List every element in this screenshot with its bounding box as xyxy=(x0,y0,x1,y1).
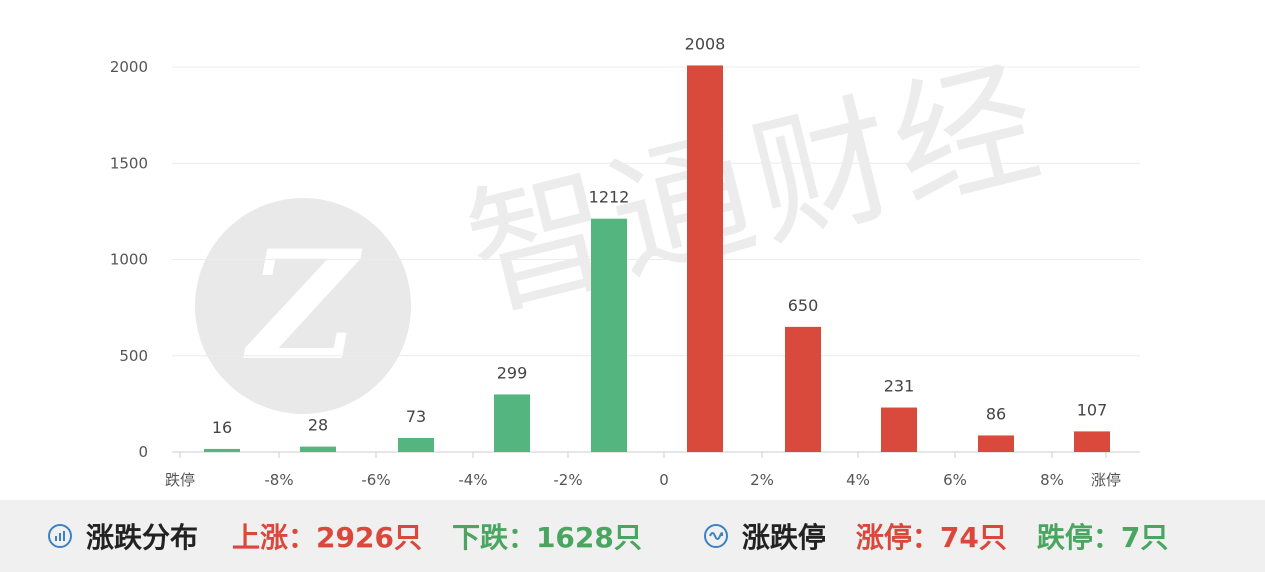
bar xyxy=(494,394,530,452)
bar xyxy=(204,448,240,452)
bar-value-label: 231 xyxy=(884,377,915,396)
bar xyxy=(300,446,336,452)
limit-down-count: 跌停：7只 xyxy=(1036,521,1169,554)
down-count: 下跌：1628只 xyxy=(451,521,642,554)
bar-value-label: 107 xyxy=(1077,400,1108,419)
x-tick-label: -2% xyxy=(553,471,582,489)
bar-value-label: 16 xyxy=(212,418,232,437)
x-tick-label: 6% xyxy=(943,471,967,489)
x-tick-label: -8% xyxy=(264,471,293,489)
y-tick-label: 1000 xyxy=(110,251,148,269)
bar xyxy=(398,437,434,452)
x-tick-label: -6% xyxy=(361,471,390,489)
bar-value-label: 1212 xyxy=(589,188,630,207)
footer-summary: 涨跌分布 上涨：2926只 下跌：1628只 涨跌停 涨停：74只 跌停：7只 xyxy=(0,500,1265,572)
y-tick-label: 1500 xyxy=(110,154,148,172)
bar-value-label: 299 xyxy=(497,363,528,382)
y-tick-label: 2000 xyxy=(110,58,148,76)
bar-chart-icon xyxy=(48,524,72,548)
y-tick-label: 500 xyxy=(119,347,148,365)
bar xyxy=(687,65,723,453)
bar-chart: 0 500 1000 1500 2000 跌停 -8% -6% -4% -2% 0 2% 4% 6% 8% 涨… xyxy=(110,34,1140,489)
limit-title: 涨跌停 xyxy=(741,521,826,554)
x-tick-label: -4% xyxy=(458,471,487,489)
bar-value-label: 28 xyxy=(308,416,328,435)
y-tick-label: 0 xyxy=(138,443,148,461)
bar-value-label: 2008 xyxy=(685,34,726,53)
chart-area: Z 智通财经 0 500 1000 1500 2000 跌停 -8% -6% -4% -2% 0 2%… xyxy=(110,34,1140,489)
x-tick-label: 4% xyxy=(846,471,870,489)
limit-wave-icon xyxy=(703,524,728,548)
distribution-group: 涨跌分布 上涨：2926只 下跌：1628只 xyxy=(48,516,642,556)
x-tick-label: 跌停 xyxy=(165,471,195,489)
bar xyxy=(785,326,821,452)
bar xyxy=(881,407,917,452)
x-tick-label: 8% xyxy=(1040,471,1064,489)
bar-value-label: 86 xyxy=(986,404,1006,423)
limit-group: 涨跌停 涨停：74只 跌停：7只 xyxy=(703,516,1169,556)
bar-value-label: 73 xyxy=(406,407,426,426)
bar xyxy=(1074,431,1110,452)
x-tick-label: 2% xyxy=(750,471,774,489)
x-tick-label: 0 xyxy=(659,471,669,489)
up-count: 上涨：2926只 xyxy=(232,521,422,554)
bar-value-label: 650 xyxy=(788,296,819,315)
distribution-title: 涨跌分布 xyxy=(86,521,199,554)
bar xyxy=(978,435,1014,452)
x-tick-label: 涨停 xyxy=(1091,471,1121,489)
limit-up-count: 涨停：74只 xyxy=(855,521,1007,554)
bar xyxy=(591,218,627,452)
